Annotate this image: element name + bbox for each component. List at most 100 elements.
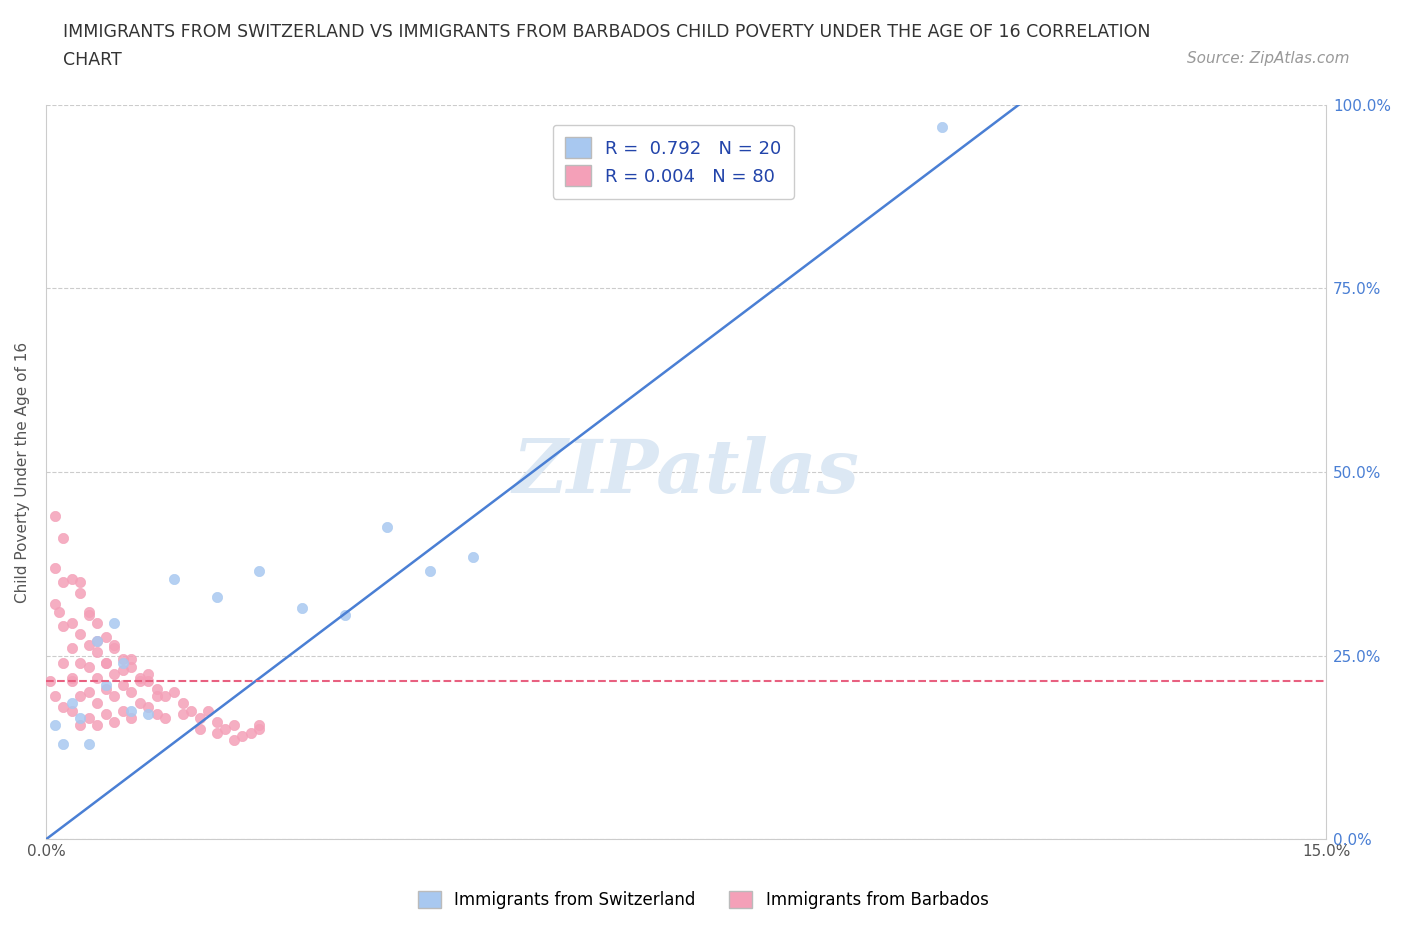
Point (86, 633, 108, 648)
Point (128, 671, 150, 685)
Point (103, 641, 125, 656)
Point (214, 722, 236, 737)
Point (77, 737, 100, 751)
Text: Source: ZipAtlas.com: Source: ZipAtlas.com (1187, 51, 1350, 66)
Text: CHART: CHART (63, 51, 122, 69)
Point (138, 699, 160, 714)
Point (94, 656, 117, 671)
Point (52, 737, 75, 751)
Point (247, 718, 270, 733)
Point (188, 722, 211, 737)
Point (52, 618, 75, 633)
Point (120, 711, 142, 725)
Point (172, 707, 194, 722)
Point (111, 656, 134, 671)
Point (44, 509, 66, 524)
Point (163, 571, 186, 586)
Point (69, 656, 91, 671)
Point (44, 597, 66, 612)
Point (69, 718, 91, 733)
Point (48, 604, 70, 619)
Point (120, 652, 142, 667)
Point (69, 688, 91, 703)
Legend: Immigrants from Switzerland, Immigrants from Barbados: Immigrants from Switzerland, Immigrants … (409, 883, 997, 917)
Point (180, 703, 202, 718)
Point (138, 667, 160, 682)
Point (77, 604, 100, 619)
Text: ZIPatlas: ZIPatlas (513, 436, 859, 509)
Point (375, 520, 398, 535)
Point (155, 688, 177, 703)
Point (111, 678, 134, 693)
Point (120, 703, 142, 718)
Point (44, 688, 66, 703)
Point (94, 682, 117, 697)
Point (77, 659, 100, 674)
Legend: R =  0.792   N = 20, R = 0.004   N = 80: R = 0.792 N = 20, R = 0.004 N = 80 (553, 125, 794, 199)
Point (146, 707, 169, 722)
Point (86, 696, 108, 711)
Point (111, 663, 134, 678)
Point (86, 718, 108, 733)
Point (247, 722, 270, 737)
Point (146, 682, 169, 697)
Point (138, 707, 160, 722)
Point (94, 678, 117, 693)
Point (103, 637, 125, 652)
Point (44, 560, 66, 575)
Point (69, 626, 91, 641)
Point (69, 575, 91, 590)
Point (77, 608, 100, 623)
Point (44, 718, 66, 733)
Point (461, 549, 484, 564)
Point (931, 119, 953, 134)
Y-axis label: Child Poverty Under the Age of 16: Child Poverty Under the Age of 16 (15, 341, 30, 603)
Point (86, 644, 108, 659)
Point (222, 733, 245, 748)
Point (94, 707, 117, 722)
Point (86, 615, 108, 630)
Point (94, 630, 117, 644)
Point (239, 725, 262, 740)
Point (333, 608, 356, 623)
Point (247, 564, 270, 578)
Point (222, 718, 245, 733)
Point (60, 571, 83, 586)
Point (69, 711, 91, 725)
Point (205, 590, 228, 604)
Point (103, 667, 125, 682)
Point (60, 615, 83, 630)
Point (69, 586, 91, 601)
Point (138, 674, 160, 689)
Point (94, 656, 117, 671)
Point (231, 729, 253, 744)
Point (86, 633, 108, 648)
Point (419, 564, 441, 578)
Point (77, 637, 100, 652)
Point (52, 575, 75, 590)
Point (77, 711, 100, 725)
Point (146, 688, 169, 703)
Point (120, 685, 142, 700)
Point (60, 671, 83, 685)
Point (60, 674, 83, 689)
Point (128, 696, 150, 711)
Point (205, 725, 228, 740)
Point (60, 703, 83, 718)
Point (103, 714, 125, 729)
Point (197, 703, 219, 718)
Point (291, 601, 314, 616)
Point (155, 711, 177, 725)
Point (60, 696, 83, 711)
Text: IMMIGRANTS FROM SWITZERLAND VS IMMIGRANTS FROM BARBADOS CHILD POVERTY UNDER THE : IMMIGRANTS FROM SWITZERLAND VS IMMIGRANT… (63, 23, 1150, 41)
Point (163, 685, 186, 700)
Point (111, 703, 134, 718)
Point (52, 531, 75, 546)
Point (52, 656, 75, 671)
Point (103, 615, 125, 630)
Point (60, 641, 83, 656)
Point (86, 671, 108, 685)
Point (188, 711, 211, 725)
Point (77, 685, 100, 700)
Point (128, 674, 150, 689)
